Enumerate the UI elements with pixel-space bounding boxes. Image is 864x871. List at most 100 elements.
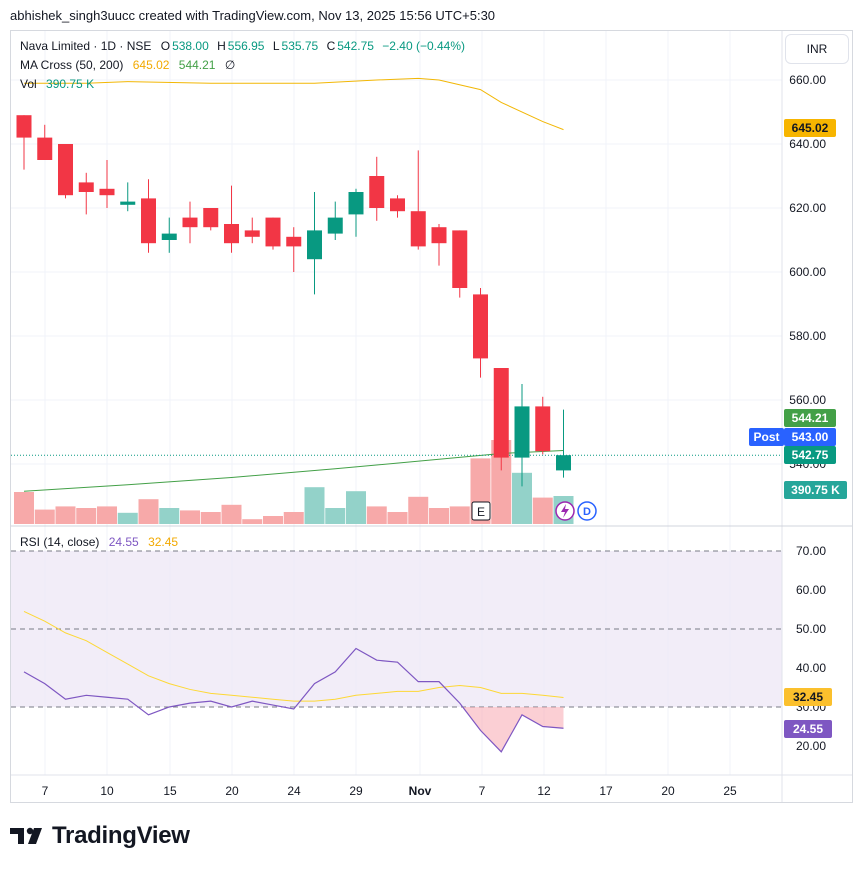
rsi-ma-badge: 32.45 <box>784 688 832 706</box>
post-price-badge-bg <box>784 428 836 446</box>
volume-bar <box>304 487 325 524</box>
candle-body <box>452 230 468 288</box>
rsi-tick-label: 40.00 <box>796 661 826 675</box>
price-tick-label: 640.00 <box>789 137 826 151</box>
last-price-badge-bg <box>784 446 836 464</box>
close-label: C <box>326 39 336 53</box>
volume-bar <box>449 506 470 524</box>
rsi-tick-label: 60.00 <box>796 583 826 597</box>
volume-bar <box>408 496 429 524</box>
volume-bar <box>159 508 180 524</box>
volume-legend[interactable]: Vol 390.75 K <box>20 77 96 91</box>
price-tick-label: 560.00 <box>789 393 826 407</box>
dividend-marker: D <box>577 501 597 521</box>
ma-legend[interactable]: MA Cross (50, 200) 645.02 544.21 ∅ <box>20 58 237 72</box>
volume-bar <box>366 506 387 524</box>
volume-bar <box>97 506 117 524</box>
volume-bar <box>491 440 512 524</box>
change-value: −2.40 (−0.44%) <box>382 39 466 53</box>
rsi-ma-badge-bg <box>784 688 832 706</box>
rsi-line <box>23 647 564 753</box>
candle-body <box>161 233 177 240</box>
low-value: 535.75 <box>281 39 319 53</box>
candle-body <box>369 176 385 208</box>
rsi-pane <box>11 550 782 753</box>
open-label: O <box>160 39 171 53</box>
post-label-badge: Post <box>749 428 784 446</box>
volume-bar <box>221 504 242 524</box>
currency-button[interactable]: INR <box>785 34 849 64</box>
volume-bar <box>200 512 221 524</box>
ma-fast-badge-bg <box>784 119 836 137</box>
chart-frame <box>10 30 853 803</box>
volume-bar <box>180 510 200 524</box>
x-tick-label: 7 <box>479 784 486 798</box>
ma-slow-badge-bg <box>784 409 836 427</box>
volume-bar <box>76 508 97 524</box>
volume-bar <box>117 512 138 524</box>
candle-body <box>286 236 302 247</box>
candle-body <box>307 230 322 260</box>
tradingview-logo[interactable]: TradingView <box>10 822 190 850</box>
volume-bar <box>242 519 263 524</box>
low-label: L <box>272 39 280 53</box>
lightning-icon <box>561 504 569 518</box>
volume-bar <box>512 472 532 524</box>
candle-body <box>203 208 219 228</box>
candle-body <box>535 406 551 452</box>
x-tick-label: 12 <box>537 784 551 798</box>
last-price-badge-text: 542.75 <box>792 448 829 462</box>
open-value: 538.00 <box>172 39 209 53</box>
price-tick-label: 600.00 <box>789 265 826 279</box>
ma-fast-badge-text: 645.02 <box>792 121 829 135</box>
last-price-badge: 542.75 <box>784 446 836 464</box>
volume-badge-bg <box>784 481 847 499</box>
volume-bar <box>387 512 408 524</box>
volume-bar <box>34 509 55 524</box>
candle-body <box>78 182 94 192</box>
high-label: H <box>217 39 226 53</box>
high-value: 556.95 <box>227 39 265 53</box>
price-badges: 645.02 544.21 Post 543.00 542.75 390.75 K 32.4… <box>749 119 847 738</box>
symbol-name[interactable]: Nava Limited · 1D · NSE <box>20 39 152 53</box>
rsi-tick-label: 20.00 <box>796 739 826 753</box>
candle-body <box>120 201 136 205</box>
candle-body <box>224 224 239 244</box>
candle-body <box>327 217 343 234</box>
candle-body <box>58 144 73 196</box>
price-tick-label: 660.00 <box>789 73 826 87</box>
dividend-marker-circle <box>577 501 597 521</box>
x-tick-label: 10 <box>100 784 114 798</box>
vol-label: Vol <box>20 77 37 91</box>
x-tick-label: Nov <box>409 784 432 798</box>
post-label-badge-text: Post <box>753 430 779 444</box>
x-tick-label: 17 <box>599 784 613 798</box>
volume-bar <box>283 512 304 524</box>
earnings-marker: E <box>471 501 491 521</box>
vol-value: 390.75 K <box>46 77 95 91</box>
x-tick-label: 20 <box>225 784 239 798</box>
rsi-oversold-fill <box>462 707 564 752</box>
volume-bar <box>346 491 366 524</box>
candle-body <box>182 217 198 228</box>
price-tick-label: 620.00 <box>789 201 826 215</box>
ma-label: MA Cross (50, 200) <box>20 58 124 72</box>
ma-slow-badge: 544.21 <box>784 409 836 427</box>
ma-empty-value: ∅ <box>224 58 236 72</box>
x-tick-label: 15 <box>163 784 177 798</box>
close-value: 542.75 <box>337 39 374 53</box>
x-tick-label: 24 <box>287 784 301 798</box>
volume-bar <box>429 508 449 524</box>
candle-body <box>99 188 115 196</box>
volume-bar <box>138 499 159 524</box>
rsi-value: 24.55 <box>108 535 139 549</box>
volume-bar <box>55 506 76 524</box>
dividend-marker-label: D <box>583 506 591 518</box>
x-tick-label: 20 <box>661 784 675 798</box>
rsi-badge-bg <box>784 720 832 738</box>
candle-body <box>37 137 53 160</box>
rsi-badge-text: 24.55 <box>793 722 823 736</box>
rsi-legend[interactable]: RSI (14, close) 24.55 32.45 <box>20 535 180 549</box>
x-tick-label: 25 <box>723 784 737 798</box>
